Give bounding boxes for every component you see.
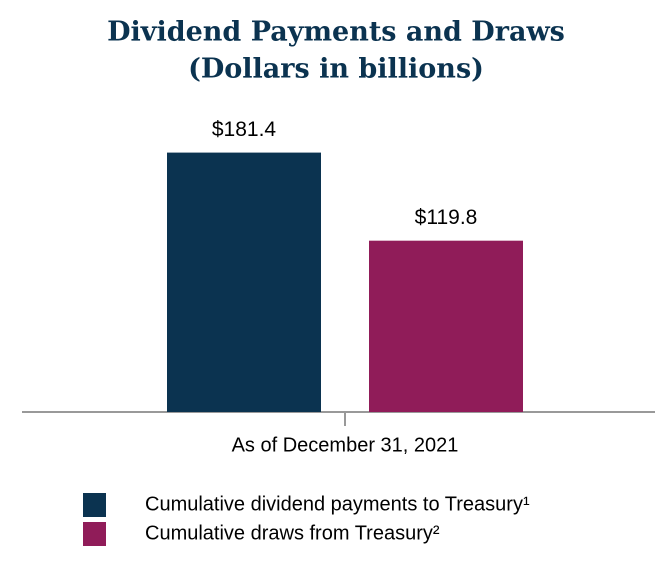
legend-label: Cumulative draws from Treasury² — [145, 522, 440, 544]
legend-swatch — [83, 493, 106, 517]
value-label: $119.8 — [415, 206, 478, 229]
chart-title: Dividend Payments and Draws — [107, 17, 565, 48]
chart-subtitle: (Dollars in billions) — [188, 54, 484, 85]
x-tick-label: As of December 31, 2021 — [232, 434, 459, 456]
bar — [369, 240, 523, 412]
legend-swatch — [83, 522, 106, 546]
legend-label: Cumulative dividend payments to Treasury… — [145, 493, 530, 515]
bar — [167, 152, 321, 412]
value-label: $181.4 — [212, 118, 277, 141]
